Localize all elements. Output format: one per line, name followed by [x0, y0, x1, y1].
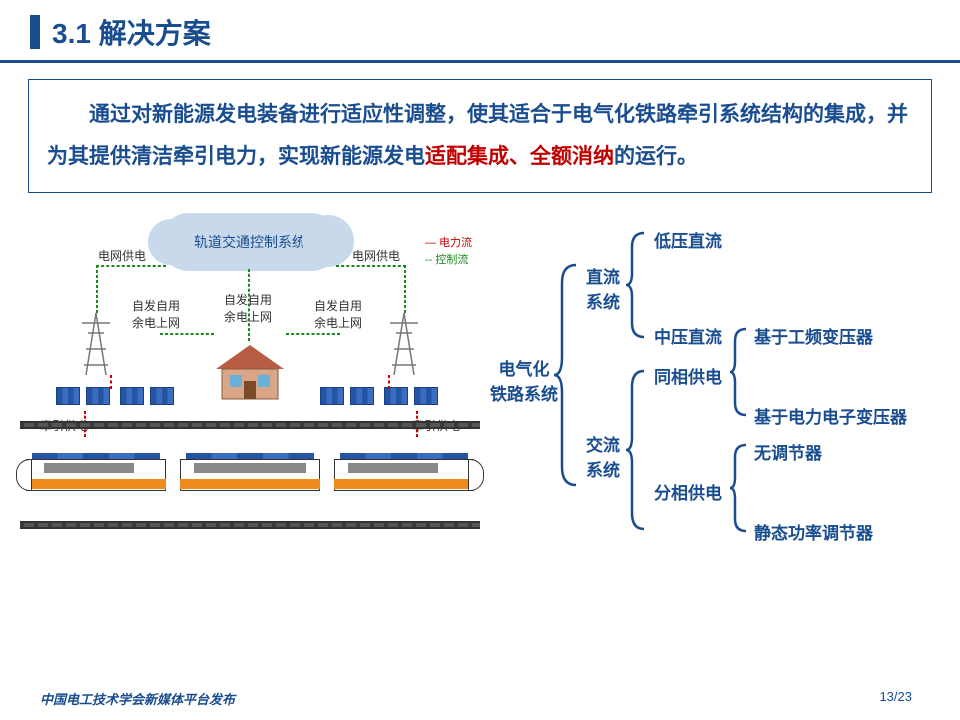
- bracket-icon: [626, 371, 648, 534]
- tower-icon: [82, 313, 110, 375]
- tree-leaf: 静态功率调节器: [754, 519, 873, 544]
- tree-ac: 交流 系统: [586, 431, 620, 481]
- bracket-icon: [730, 445, 750, 536]
- description-text: 通过对新能源发电装备进行适应性调整，使其适合于电气化铁路牵引系统结构的集成，并为…: [47, 94, 913, 178]
- footer-org: 中国电工技术学会新媒体平台发布: [40, 689, 235, 708]
- tower-icon: [390, 313, 418, 375]
- ctrl-line: [286, 333, 340, 335]
- cloud-label: 轨道交通控制系统: [194, 232, 306, 252]
- solar-icon: [120, 387, 180, 413]
- classification-tree: 电气化 铁路系统 直流 系统 低压直流 中压直流 交流 系统 同相供电 基于工频…: [490, 205, 940, 565]
- solar-icon: [320, 387, 380, 413]
- bracket-icon: [626, 233, 648, 342]
- content-row: 轨道交通控制系统 — 电力流 -- 控制流 电网供电 电网供电 自发自用 余电上…: [0, 205, 960, 565]
- tree-leaf: 基于电力电子变压器: [754, 403, 907, 428]
- ctrl-line: [96, 265, 98, 313]
- house-icon: [212, 341, 288, 401]
- train-icon: [26, 441, 166, 501]
- page-number: 13/23: [879, 689, 912, 708]
- upper-rail: [20, 421, 480, 429]
- train-icon: [334, 441, 474, 501]
- ctrl-line: [336, 265, 406, 267]
- power-line: [110, 375, 112, 389]
- solar-icon: [384, 387, 444, 413]
- slide-title: 3.1 解决方案: [52, 12, 211, 52]
- tree-leaf: 无调节器: [754, 439, 822, 464]
- tree-leaf: 中压直流: [654, 323, 722, 348]
- power-line: [388, 375, 390, 389]
- legend: — 电力流 -- 控制流: [425, 235, 472, 268]
- ctrl-line: [404, 265, 406, 313]
- desc-post: 的运行。: [614, 145, 698, 168]
- legend-ctrl: -- 控制流: [425, 252, 472, 269]
- tree-leaf: 低压直流: [654, 227, 722, 252]
- tree-dc: 直流 系统: [586, 263, 620, 313]
- desc-highlight: 适配集成、全额消纳: [425, 145, 614, 168]
- ctrl-line: [96, 265, 166, 267]
- label-grid-left: 电网供电: [98, 247, 146, 264]
- label-grid-right: 电网供电: [352, 247, 400, 264]
- system-diagram: 轨道交通控制系统 — 电力流 -- 控制流 电网供电 电网供电 自发自用 余电上…: [20, 205, 480, 565]
- slide-header: 3.1 解决方案: [0, 0, 960, 63]
- tree-node: 分相供电: [654, 479, 722, 504]
- bracket-icon: [554, 265, 580, 490]
- solar-icon: [56, 387, 116, 413]
- tree-node: 同相供电: [654, 363, 722, 388]
- label-self-left: 自发自用 余电上网: [132, 297, 180, 331]
- legend-power: — 电力流: [425, 235, 472, 252]
- ctrl-line: [160, 333, 214, 335]
- bracket-icon: [730, 329, 750, 420]
- header-accent-bar: [30, 15, 40, 49]
- track-area: [20, 415, 480, 535]
- ctrl-line: [248, 269, 250, 341]
- label-self-right: 自发自用 余电上网: [314, 297, 362, 331]
- cloud-node: 轨道交通控制系统: [160, 213, 340, 271]
- tree-root: 电气化 铁路系统: [490, 355, 558, 405]
- slide-footer: 中国电工技术学会新媒体平台发布 13/23: [0, 689, 960, 708]
- description-box: 通过对新能源发电装备进行适应性调整，使其适合于电气化铁路牵引系统结构的集成，并为…: [28, 79, 932, 193]
- train-icon: [180, 441, 320, 501]
- tree-leaf: 基于工频变压器: [754, 323, 873, 348]
- lower-rail: [20, 521, 480, 529]
